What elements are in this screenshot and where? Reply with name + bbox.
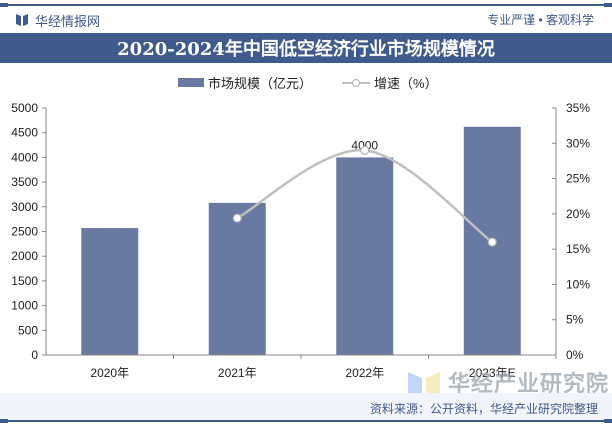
right-tick-label: 30% — [566, 136, 590, 150]
bar-series: 4000 — [81, 126, 521, 355]
right-tick-label: 25% — [566, 172, 590, 186]
left-tick-label: 500 — [18, 323, 38, 337]
left-tick-label: 0 — [31, 348, 38, 362]
right-axis: 0% 5% 10% 15% 20% 25% 30% 35% — [552, 101, 590, 362]
legend-label-growth: 增速（%） — [374, 76, 438, 91]
line-series — [232, 145, 497, 247]
watermark-name: 华经产业研究院 — [448, 371, 610, 396]
right-tick-label: 20% — [566, 207, 590, 221]
top-border-cap-left — [0, 3, 8, 7]
left-tick-label: 5000 — [11, 101, 38, 115]
source-note: 资料来源：公开资料，华经产业研究院整理 — [369, 402, 598, 416]
line-marker-icon — [342, 78, 371, 88]
left-tick-label: 1000 — [11, 299, 38, 313]
data-label: 4000 — [351, 138, 378, 152]
bottom-border-cap-right — [604, 419, 612, 423]
chart-title: 2020-2024年中国低空经济行业市场规模情况 — [117, 39, 495, 60]
left-tick-label: 1500 — [11, 274, 38, 288]
bottom-border-line — [0, 420, 612, 422]
x-tick-label: 2022年 — [345, 366, 384, 380]
legend-label-market-size: 市场规模（亿元） — [208, 76, 313, 91]
bar — [81, 228, 139, 355]
brand-name: 华经情报网 — [35, 13, 101, 29]
left-tick-label: 4000 — [11, 150, 38, 164]
left-tick-label: 2500 — [11, 225, 38, 239]
line-point-marker — [360, 145, 370, 155]
left-tick-label: 3000 — [11, 200, 38, 214]
footer-band — [0, 393, 612, 421]
right-tick-label: 35% — [566, 101, 590, 115]
right-tick-label: 0% — [566, 348, 584, 362]
line-point-marker — [487, 237, 497, 247]
bottom-border-cap-left — [0, 419, 8, 423]
chart-title-bar: 2020-2024年中国低空经济行业市场规模情况 — [0, 33, 612, 63]
right-tick-label: 10% — [566, 277, 590, 291]
legend: 市场规模（亿元） 增速（%） — [178, 73, 468, 92]
bar — [336, 157, 394, 355]
bar — [208, 202, 266, 355]
line-point-marker — [232, 213, 242, 223]
bar-swatch-icon — [178, 78, 204, 87]
legend-item-market-size: 市场规模（亿元） — [178, 73, 312, 92]
left-tick-label: 3500 — [11, 175, 38, 189]
x-tick-label: 2020年 — [90, 366, 129, 380]
motto: 专业严谨 • 客观科学 — [487, 13, 594, 27]
top-border-cap-right — [604, 3, 612, 7]
chart-area: 0 500 1000 1500 2000 2500 3000 3500 4000 4500 5000… — [11, 101, 590, 380]
x-tick-label: 2023年E — [469, 366, 516, 380]
top-border-line — [0, 4, 612, 6]
brand: 华经情报网 — [15, 11, 100, 29]
right-tick-label: 5% — [566, 313, 584, 327]
left-tick-label: 2000 — [11, 249, 38, 263]
x-axis: 2020年 2021年 2022年 2023年E — [46, 354, 557, 380]
left-axis: 0 500 1000 1500 2000 2500 3000 3500 4000 4500 5000 — [11, 101, 47, 362]
left-tick-label: 4500 — [11, 126, 38, 140]
right-tick-label: 15% — [566, 242, 590, 256]
legend-item-growth: 增速（%） — [342, 73, 438, 92]
brand-logo-icon — [16, 14, 28, 26]
x-tick-label: 2021年 — [218, 366, 257, 380]
